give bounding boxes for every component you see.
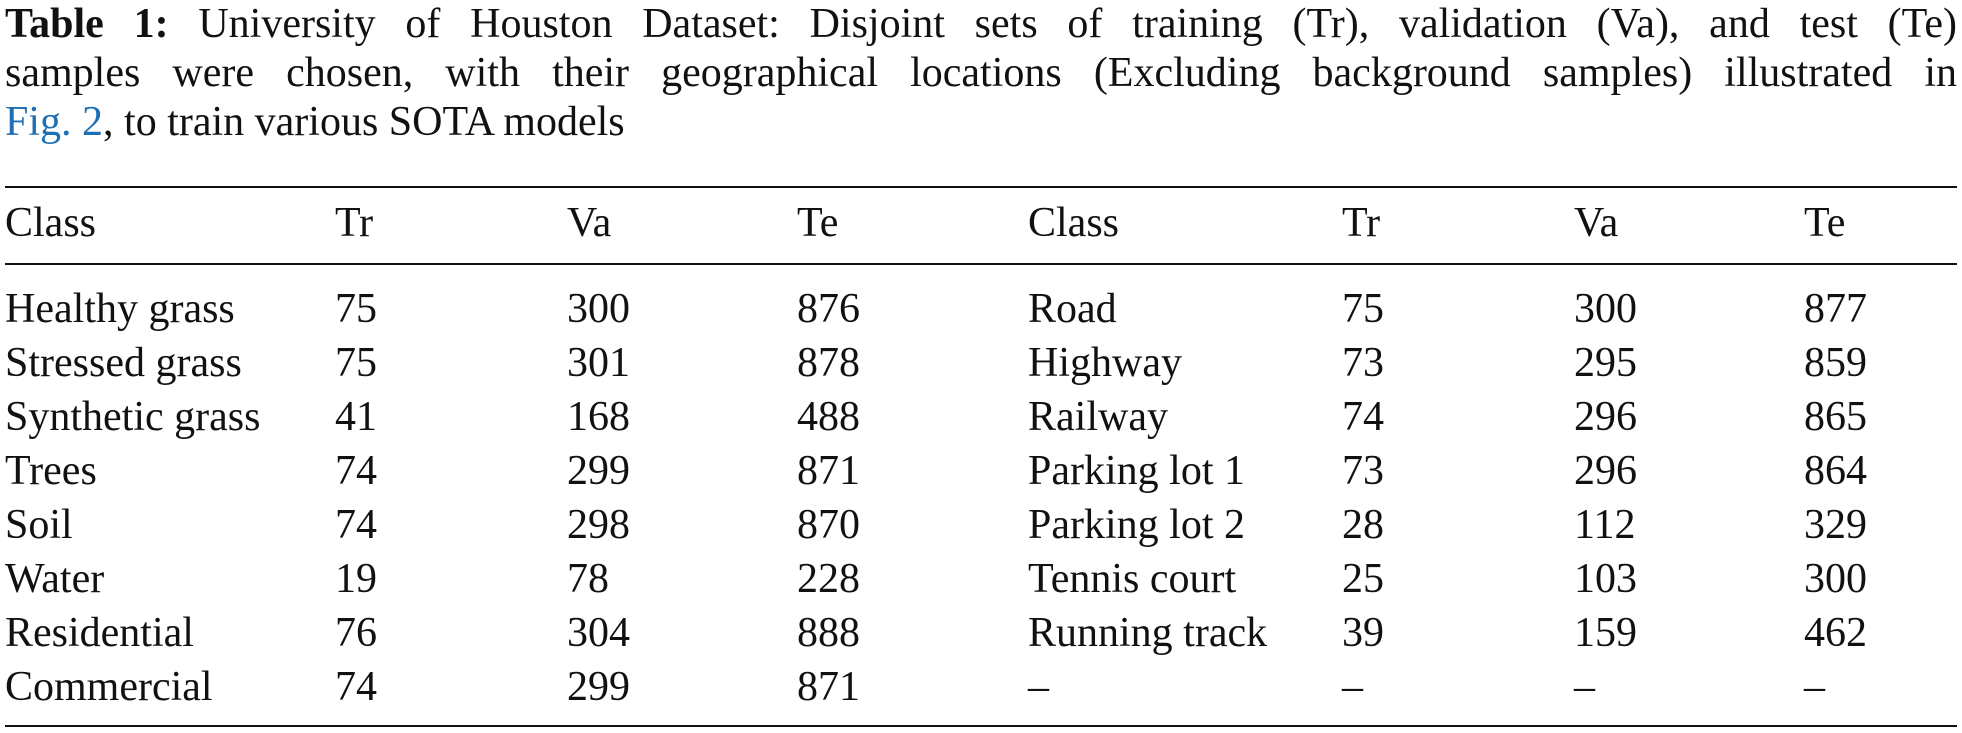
caption-text: University of Houston Dataset: Disjoint … — [198, 1, 1957, 47]
table-cell: 74 — [1342, 394, 1384, 440]
table-cell: 859 — [1804, 340, 1867, 386]
table-cell: 299 — [567, 448, 630, 494]
table-cell: – — [1028, 664, 1049, 710]
table-cell: 462 — [1804, 610, 1867, 656]
bottom-rule — [5, 725, 1957, 727]
table-cell: 299 — [567, 664, 630, 710]
table-cell: Road — [1028, 286, 1117, 332]
table-cell: 75 — [335, 286, 377, 332]
table-cell: 300 — [1574, 286, 1637, 332]
caption-label: Table 1: — [5, 1, 169, 47]
header-cell: Va — [567, 200, 612, 246]
table-cell: 876 — [797, 286, 860, 332]
table-cell: 870 — [797, 502, 860, 548]
caption-line: Table 1: University of Houston Dataset: … — [5, 0, 1957, 49]
table-cell: 298 — [567, 502, 630, 548]
figure-link[interactable]: Fig. 2 — [5, 99, 104, 145]
table-cell: 296 — [1574, 394, 1637, 440]
table-cell: 871 — [797, 448, 860, 494]
table-cell: 74 — [335, 502, 377, 548]
table-cell: 28 — [1342, 502, 1384, 548]
table-cell: Railway — [1028, 394, 1168, 440]
table-cell: 888 — [797, 610, 860, 656]
table-cell: 296 — [1574, 448, 1637, 494]
table-cell: 300 — [1804, 556, 1867, 602]
table-cell: 75 — [335, 340, 377, 386]
table-cell: – — [1574, 664, 1595, 710]
table-cell: Synthetic grass — [5, 394, 261, 440]
table-cell: 877 — [1804, 286, 1867, 332]
table-cell: Commercial — [5, 664, 213, 710]
table-cell: Residential — [5, 610, 194, 656]
mid-rule — [5, 263, 1957, 265]
top-rule — [5, 186, 1957, 188]
table-cell: Parking lot 1 — [1028, 448, 1245, 494]
table-cell: – — [1804, 664, 1825, 710]
caption: Table 1: University of Houston Dataset: … — [5, 0, 1957, 147]
table-cell: 73 — [1342, 340, 1384, 386]
table-cell: 159 — [1574, 610, 1637, 656]
table-cell: 878 — [797, 340, 860, 386]
table-cell: Soil — [5, 502, 73, 548]
table-cell: 74 — [335, 448, 377, 494]
table-cell: 295 — [1574, 340, 1637, 386]
table-cell: 19 — [335, 556, 377, 602]
table-cell: 75 — [1342, 286, 1384, 332]
caption-line: samples were chosen, with their geograph… — [5, 49, 1957, 98]
table-cell: Tennis court — [1028, 556, 1237, 602]
table-cell: – — [1342, 664, 1363, 710]
table-cell: Running track — [1028, 610, 1268, 656]
header-cell: Class — [1028, 200, 1120, 246]
header-cell: Tr — [1342, 200, 1381, 246]
table-cell: 304 — [567, 610, 630, 656]
header-cell: Te — [797, 200, 839, 246]
header-cell: Te — [1804, 200, 1846, 246]
table-cell: Trees — [5, 448, 97, 494]
table-cell: 78 — [567, 556, 609, 602]
table-cell: Highway — [1028, 340, 1182, 386]
header-cell: Class — [5, 200, 97, 246]
table-cell: 329 — [1804, 502, 1867, 548]
table-cell: 865 — [1804, 394, 1867, 440]
table-cell: 301 — [567, 340, 630, 386]
table-cell: 168 — [567, 394, 630, 440]
table-cell: 76 — [335, 610, 377, 656]
table-cell: 871 — [797, 664, 860, 710]
table-cell: 103 — [1574, 556, 1637, 602]
table-cell: 25 — [1342, 556, 1384, 602]
table-cell: 112 — [1574, 502, 1636, 548]
table-cell: Parking lot 2 — [1028, 502, 1245, 548]
table-cell: 864 — [1804, 448, 1867, 494]
table-cell: 41 — [335, 394, 377, 440]
table-cell: Stressed grass — [5, 340, 242, 386]
caption-line: Fig. 2, to train various SOTA models — [5, 98, 1957, 147]
header-cell: Va — [1574, 200, 1619, 246]
caption-text: samples were chosen, with their geograph… — [5, 50, 1957, 96]
caption-text: , to train various SOTA models — [103, 99, 625, 145]
table-cell: Water — [5, 556, 105, 602]
table-cell: 73 — [1342, 448, 1384, 494]
table-cell: 39 — [1342, 610, 1384, 656]
header-cell: Tr — [335, 200, 374, 246]
table-cell: 228 — [797, 556, 860, 602]
table-cell: 488 — [797, 394, 860, 440]
table-cell: 74 — [335, 664, 377, 710]
table-cell: Healthy grass — [5, 286, 235, 332]
table-cell: 300 — [567, 286, 630, 332]
